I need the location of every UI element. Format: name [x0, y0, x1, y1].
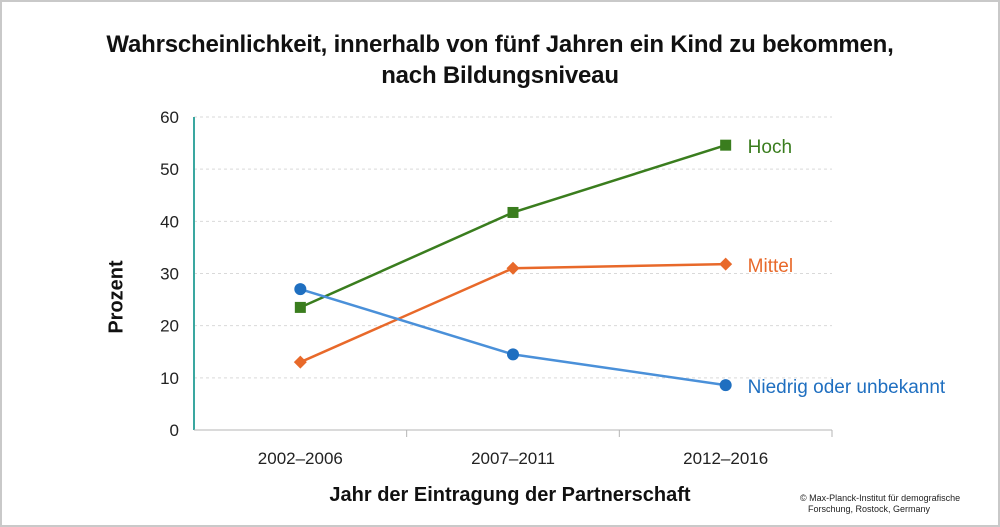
- series-label-hoch: Hoch: [748, 137, 792, 158]
- data-point-hoch: [507, 206, 519, 218]
- y-tick-label: 10: [160, 369, 179, 388]
- chart-title-line-1: Wahrscheinlichkeit, innerhalb von fünf J…: [106, 31, 894, 58]
- x-axis-label: Jahr der Eintragung der Partnerschaft: [329, 484, 691, 506]
- credit-line-2: Forschung, Rostock, Germany: [808, 504, 931, 514]
- y-tick-label: 0: [170, 421, 179, 440]
- data-point-mittel: [719, 257, 733, 271]
- x-tick-label: 2002–2006: [258, 449, 343, 468]
- y-tick-label: 60: [160, 108, 179, 127]
- series-line-niedrig-oder-unbekannt: [299, 287, 726, 387]
- x-tick-label: 2007–2011: [471, 449, 555, 468]
- data-point-niedrig-oder-unbekannt: [294, 283, 307, 296]
- y-tick-label: 20: [160, 317, 179, 336]
- y-tick-label: 50: [160, 160, 179, 179]
- data-point-niedrig-oder-unbekannt: [719, 379, 732, 392]
- y-tick-label: 30: [160, 265, 179, 284]
- data-point-mittel: [506, 261, 520, 275]
- chart-title-line-2: nach Bildungsniveau: [381, 62, 619, 89]
- data-point-hoch: [294, 301, 306, 313]
- copyright-credit: © Max-Planck-Institut für demografische …: [800, 493, 990, 515]
- x-tick-label: 2012–2016: [683, 449, 768, 468]
- credit-line-1: © Max-Planck-Institut für demografische: [800, 493, 961, 503]
- series-label-niedrig-oder-unbekannt: Niedrig oder unbekannt: [748, 377, 946, 398]
- y-tick-label: 40: [160, 212, 179, 231]
- data-point-hoch: [720, 139, 732, 151]
- data-point-mittel: [293, 355, 307, 369]
- data-point-niedrig-oder-unbekannt: [507, 348, 519, 361]
- series-label-mittel: Mittel: [748, 256, 793, 277]
- y-axis-label: Prozent: [105, 260, 128, 334]
